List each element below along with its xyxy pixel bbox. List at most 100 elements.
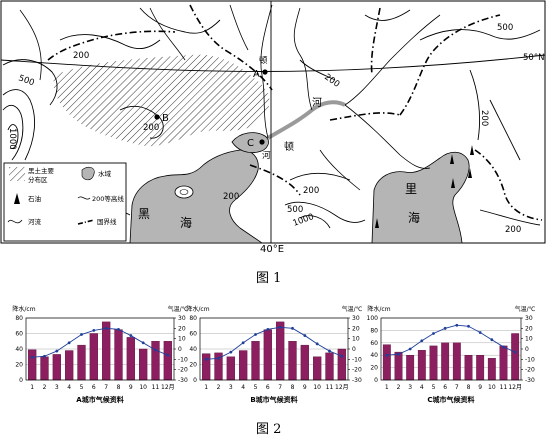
y-tick-label: 100 (367, 315, 379, 322)
caspian-sea-water (371, 151, 470, 243)
precip-bar (89, 333, 98, 381)
rivers (19, 4, 441, 191)
y-tick-label: 40 (189, 346, 197, 353)
x-tick-label: 11 (326, 384, 334, 391)
x-tick-label: 6 (92, 384, 96, 391)
y2-tick-label: -10 (352, 356, 362, 363)
y-tick-label: 20 (189, 362, 197, 369)
y2-tick-label: -20 (178, 367, 188, 374)
y2-tick-label: 10 (525, 336, 533, 343)
y2-tick-label: -30 (352, 377, 362, 384)
precip-bar (325, 352, 334, 381)
x-tick-label: 7 (278, 384, 282, 391)
precip-bar (313, 356, 322, 381)
temperature-point (80, 333, 83, 336)
longitude-label: 40°E (260, 244, 284, 255)
x-tick-label: 9 (303, 384, 307, 391)
x-tick-label: 12月 (508, 384, 522, 391)
legend-border-swatch (77, 219, 95, 225)
y-axis-title: 降水/cm (367, 305, 390, 313)
x-tick-label: 5 (432, 384, 436, 391)
precip-bar (337, 348, 346, 381)
temperature-point (291, 326, 294, 330)
y2-tick-label: -10 (525, 356, 535, 363)
temperature-point (141, 341, 145, 345)
y2-axis-title: 气温/℃ (168, 305, 189, 313)
legend-chernozem-swatch (9, 167, 25, 181)
y2-tick-label: 30 (178, 315, 186, 322)
caspian-sea-label-2: 海 (408, 210, 420, 225)
climate-chart-c: 降水/cm 气温/℃ 0 20 40 60 80 100 -30 -20 -10 0 10 20 30 1 2 3… (367, 305, 536, 404)
precip-bar (151, 341, 160, 381)
contour-label: 500 (287, 205, 303, 215)
contour-label: 200 (223, 192, 239, 202)
y2-tick-label: 20 (352, 325, 360, 332)
y2-tick-label: 10 (178, 336, 186, 343)
temperature-point (241, 341, 245, 345)
temperature-point (420, 339, 424, 343)
temperature-point (340, 354, 344, 358)
precip-bar (441, 342, 450, 381)
temperature-point (385, 353, 389, 357)
y-tick-label: 60 (189, 331, 197, 338)
x-tick-label: 4 (241, 384, 245, 391)
river-label-dun-small: 顿 (259, 55, 268, 66)
y-tick-label: 20 (15, 362, 23, 369)
oil-icon (470, 145, 474, 155)
temperature-point (502, 345, 505, 349)
precip-bar (126, 337, 135, 381)
y-tick-label: 60 (15, 331, 23, 338)
precip-bar (276, 321, 285, 381)
temperature-point (166, 353, 170, 357)
map: A B C 黑 海 里 海 河 顿 河 顿 200 500 1000 200 2… (0, 0, 546, 286)
plot-frame (199, 317, 349, 381)
river-label-dun: 顿 (284, 140, 294, 153)
temperature-line (386, 324, 516, 356)
x-tick-label: 2 (43, 384, 47, 391)
precip-bar (300, 344, 309, 381)
y2-tick-label: 0 (352, 346, 356, 353)
temperature-point (55, 349, 59, 353)
temperature-line (32, 327, 169, 358)
legend-oil-label: 石油 (28, 194, 41, 203)
y2-tick-label: -30 (525, 377, 535, 384)
y-axis-title: 降水/cm (186, 305, 209, 313)
map-caption: 图 1 (256, 271, 281, 286)
temperature-point (229, 350, 233, 354)
x-tick-label: 5 (80, 384, 84, 391)
x-tick-label: 2 (397, 384, 401, 391)
x-tick-label: 1 (30, 384, 34, 391)
x-tick-label: 8 (467, 384, 471, 391)
temperature-point (254, 333, 257, 336)
x-tick-label: 10 (139, 384, 147, 391)
chart-title: B城市气候资料 (250, 395, 297, 404)
x-tick-label: 4 (420, 384, 424, 391)
precip-bar (511, 333, 520, 381)
x-tick-label: 3 (55, 384, 59, 391)
y2-tick-label: 30 (352, 315, 360, 322)
temperature-point (204, 357, 208, 361)
black-sea-label-2: 海 (180, 215, 192, 230)
contour-label: 200 (143, 123, 159, 133)
legend-water-label: 水域 (98, 169, 112, 178)
precip-bar (52, 354, 61, 381)
y2-tick-label: 0 (178, 346, 182, 353)
x-tick-label: 2 (217, 384, 221, 391)
contour-label: 1000 (7, 128, 17, 150)
contour-label: 200 (505, 225, 521, 235)
y-tick-label: 80 (15, 315, 23, 322)
precip-bar (239, 350, 248, 381)
y-tick-label: 0 (19, 377, 23, 384)
y2-tick-label: -20 (525, 367, 535, 374)
legend-oil-icon (14, 193, 20, 204)
x-tick-label: 12月 (335, 384, 349, 391)
x-tick-label: 8 (291, 384, 295, 391)
contour-label: 500 (497, 23, 513, 33)
chart-title: C城市气候资料 (427, 395, 474, 404)
y2-tick-label: 20 (525, 325, 533, 332)
x-tick-label: 3 (408, 384, 412, 391)
latitude-label: 50°N (523, 53, 544, 63)
crimea-inner (179, 189, 189, 195)
contour-label: 200 (73, 51, 89, 61)
